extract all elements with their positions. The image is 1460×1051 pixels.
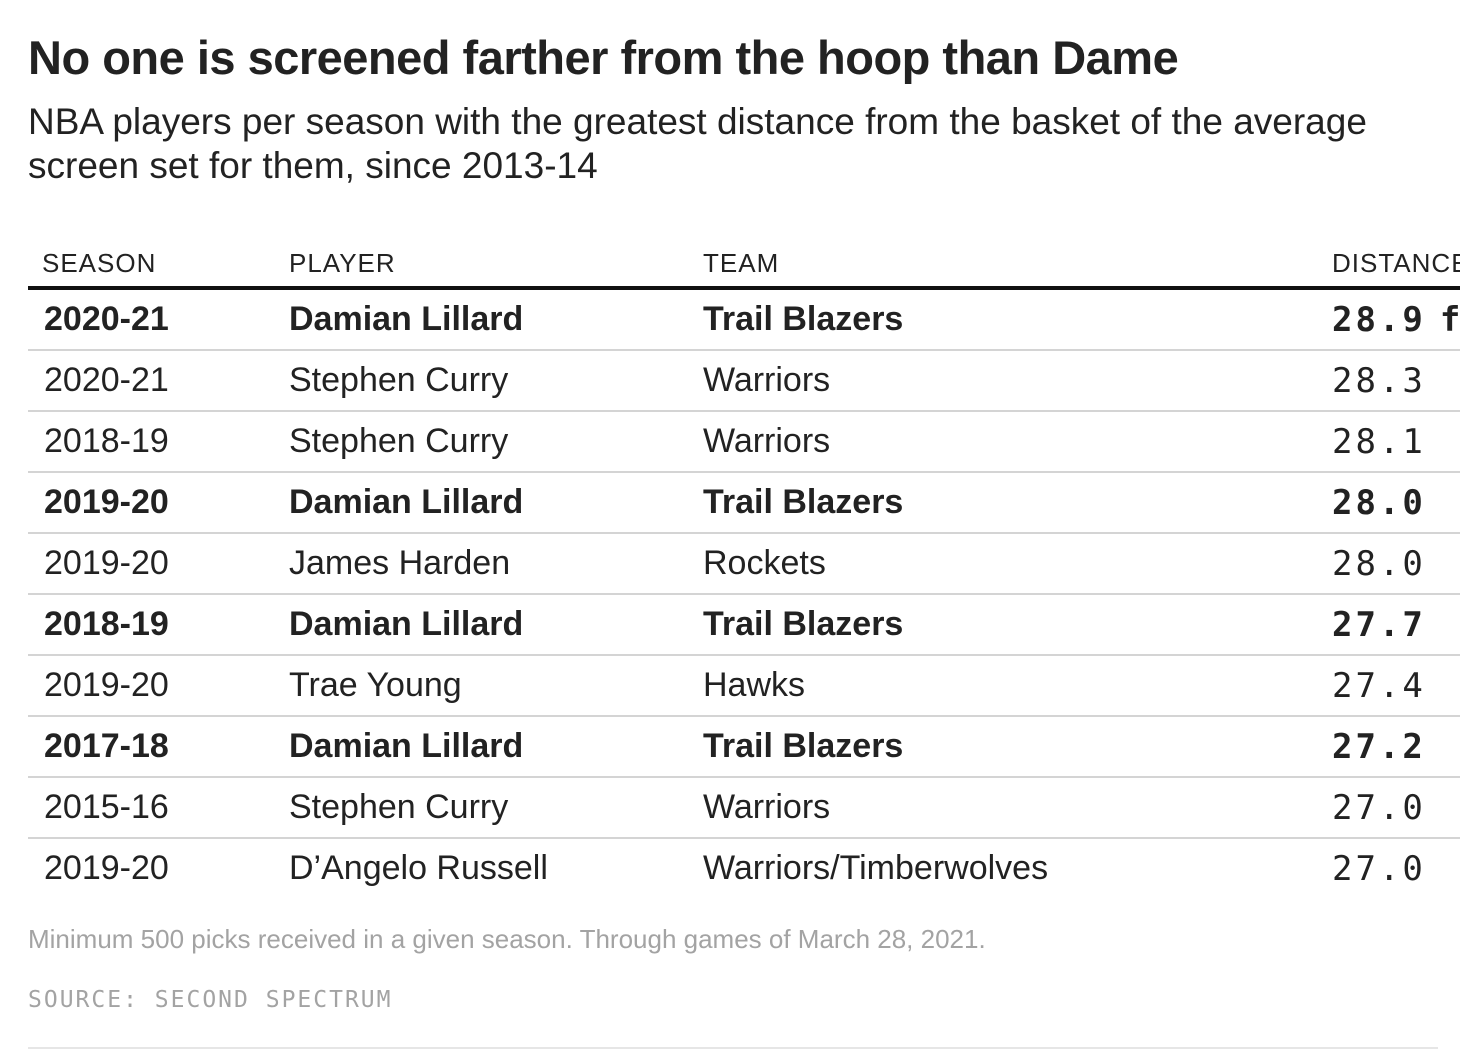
- column-header-player: PLAYER: [272, 240, 686, 290]
- season-cell: 2018-19: [28, 594, 272, 656]
- chart-title: No one is screened farther from the hoop…: [28, 31, 1179, 84]
- distance-value: 27.2: [1332, 726, 1426, 767]
- distance-cell: 28.0: [1316, 533, 1460, 595]
- table-row: 2020-21 Stephen Curry Warriors 28.3: [28, 350, 1460, 412]
- distance-value: 28.3: [1332, 360, 1426, 401]
- distance-value: 27.0: [1332, 848, 1426, 889]
- source-label: SOURCE:: [28, 987, 139, 1013]
- table-row: 2019-20 Damian Lillard Trail Blazers 28.0: [28, 472, 1460, 534]
- distance-value: 27.4: [1332, 665, 1426, 706]
- footnote: Minimum 500 picks received in a given se…: [28, 924, 986, 954]
- team-cell: Warriors/Timberwolves: [703, 849, 1049, 887]
- team-cell: Warriors: [686, 350, 1316, 412]
- player-cell: D’Angelo Russell: [289, 849, 548, 887]
- player-cell: Stephen Curry: [272, 777, 686, 839]
- season-cell: 2019-20: [28, 472, 272, 534]
- source-value: SECOND SPECTRUM: [154, 987, 393, 1013]
- distance-cell: 27.2: [1316, 716, 1460, 778]
- distance-cell: 27.0: [1316, 838, 1460, 898]
- player-cell: Stephen Curry: [272, 350, 686, 412]
- team-cell: Trail Blazers: [686, 288, 1316, 351]
- season-cell: 2020-21: [28, 288, 272, 351]
- distance-cell: 28.1: [1316, 411, 1460, 473]
- distance-value: 28.9: [1332, 299, 1426, 340]
- team-cell: Warriors: [686, 411, 1316, 473]
- player-cell: Damian Lillard: [272, 594, 686, 656]
- table-header: SEASON PLAYER TEAM DISTANCE: [28, 240, 1460, 290]
- distance-cell: 27.7: [1316, 594, 1460, 656]
- player-cell: Trae Young: [272, 655, 686, 717]
- column-header-team: TEAM: [686, 240, 1316, 290]
- season-cell: 2019-20: [28, 655, 272, 717]
- player-cell: Damian Lillard: [272, 716, 686, 778]
- distance-cell: 27.0: [1316, 777, 1460, 839]
- header-row: SEASON PLAYER TEAM DISTANCE: [28, 240, 1460, 290]
- table-row: 2018-19 Damian Lillard Trail Blazers 27.7: [28, 594, 1460, 656]
- distance-cell: 28.3: [1316, 350, 1460, 412]
- team-cell: Trail Blazers: [686, 716, 1316, 778]
- distance-value: 27.7: [1332, 604, 1426, 645]
- season-cell: 2020-21: [28, 350, 272, 412]
- distance-cell: 28.0: [1316, 472, 1460, 534]
- season-cell: 2018-19: [28, 411, 272, 473]
- distance-value: 27.0: [1332, 787, 1426, 828]
- distance-value: 28.1: [1332, 421, 1426, 462]
- season-cell: 2015-16: [28, 777, 272, 839]
- table-row: 2019-20 James Harden Rockets 28.0: [28, 533, 1460, 595]
- data-table: SEASON PLAYER TEAM DISTANCE 2020-21 Damia…: [28, 240, 1460, 898]
- distance-cell: 28.9 ft: [1316, 288, 1460, 351]
- distance-unit: ft: [1439, 299, 1460, 340]
- team-cell: Trail Blazers: [686, 472, 1316, 534]
- player-cell: James Harden: [272, 533, 686, 595]
- season-cell: 2017-18: [28, 716, 272, 778]
- season-cell: 2019-20: [28, 533, 272, 595]
- season-cell: 2019-20: [44, 849, 169, 887]
- player-cell: Damian Lillard: [272, 288, 686, 351]
- distance-cell: 27.4: [1316, 655, 1460, 717]
- player-cell: Stephen Curry: [272, 411, 686, 473]
- distance-value: 28.0: [1332, 482, 1426, 523]
- source-line: SOURCE: SECOND SPECTRUM: [28, 985, 393, 1015]
- table-row: 2019-20 Trae Young Hawks 27.4: [28, 655, 1460, 717]
- bottom-divider: [28, 1047, 1438, 1049]
- team-cell: Hawks: [686, 655, 1316, 717]
- team-cell: Trail Blazers: [686, 594, 1316, 656]
- player-cell: Damian Lillard: [272, 472, 686, 534]
- column-header-distance: DISTANCE: [1316, 240, 1460, 290]
- chart-subtitle: NBA players per season with the greatest…: [28, 101, 1367, 186]
- table-row: 2015-16 Stephen Curry Warriors 27.0: [28, 777, 1460, 839]
- distance-value: 28.0: [1332, 543, 1426, 584]
- team-cell: Warriors: [686, 777, 1316, 839]
- table-row: 2017-18 Damian Lillard Trail Blazers 27.2: [28, 716, 1460, 778]
- team-cell: Rockets: [686, 533, 1316, 595]
- table-row: 2018-19 Stephen Curry Warriors 28.1: [28, 411, 1460, 473]
- column-header-season: SEASON: [28, 240, 272, 290]
- table-row: 2019-20 D’Angelo Russell Warriors/Timberwo…: [28, 838, 1460, 898]
